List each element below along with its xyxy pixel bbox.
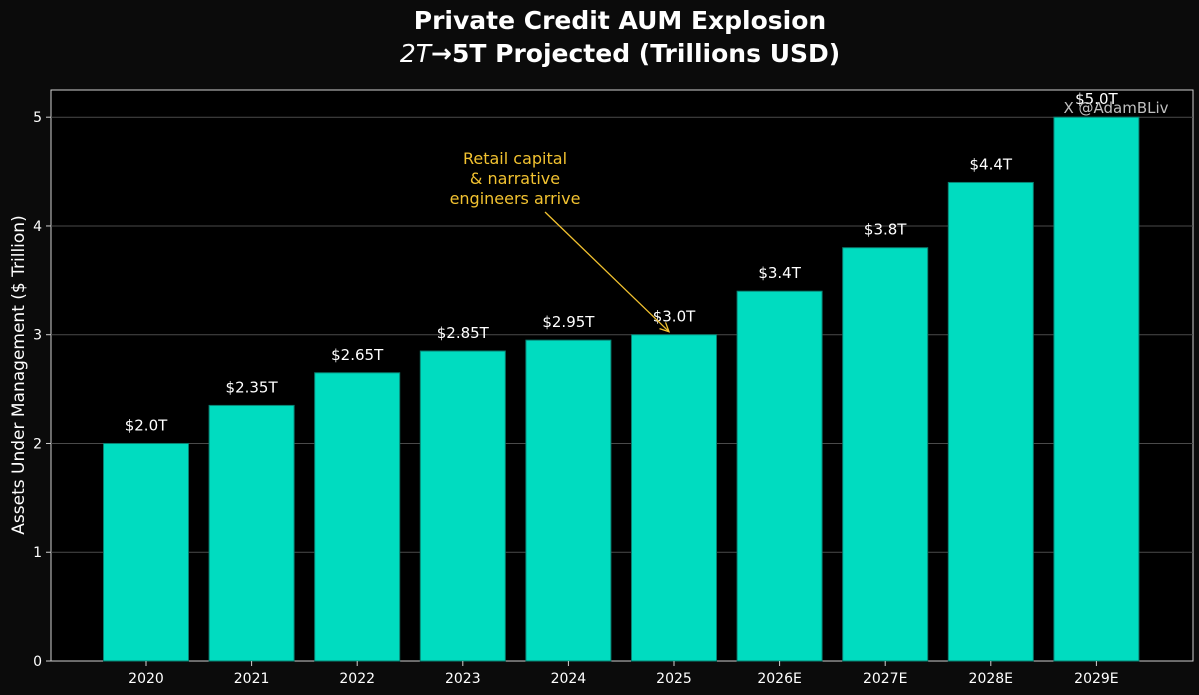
chart-title: Private Credit AUM Explosion xyxy=(414,6,826,35)
bar xyxy=(419,350,506,662)
data-label: $4.4T xyxy=(970,155,1013,173)
data-labels: $2.0T $2.35T $2.65T $2.85T $2.95T $3.0T $3.4T $… xyxy=(125,90,1119,434)
chart-subtitle-rest: →5T Projected (Trillions USD) xyxy=(431,39,840,68)
x-tick-label: 2027E xyxy=(863,671,907,687)
y-tick-label: 5 xyxy=(33,110,42,126)
bar xyxy=(842,247,929,662)
y-tick-label: 2 xyxy=(33,436,42,452)
data-label: $5.0T xyxy=(1075,90,1118,108)
x-tick-label: 2025 xyxy=(656,671,692,687)
data-label: $2.35T xyxy=(226,378,279,396)
x-axis-ticks: 2020 2021 2022 2023 2024 2025 2026E 2027E 2028E 2… xyxy=(128,661,1119,687)
bar xyxy=(314,372,401,662)
bars xyxy=(103,116,1140,662)
x-tick-label: 2020 xyxy=(128,671,164,687)
x-tick-label: 2026E xyxy=(757,671,801,687)
x-tick-label: 2021 xyxy=(234,671,270,687)
bar xyxy=(1053,116,1140,662)
annotation-line-3: engineers arrive xyxy=(450,189,581,208)
annotation: Retail capital & narrative engineers arr… xyxy=(450,149,671,333)
bar xyxy=(736,290,823,662)
annotation-line-1: Retail capital xyxy=(463,149,567,168)
y-axis-ticks: 0 1 2 3 4 5 xyxy=(33,110,51,670)
data-label: $2.95T xyxy=(542,313,595,331)
y-tick-label: 0 xyxy=(33,654,42,670)
x-tick-label: 2022 xyxy=(339,671,375,687)
x-tick-label: 2029E xyxy=(1074,671,1118,687)
annotation-arrow-head xyxy=(659,322,671,333)
x-tick-label: 2028E xyxy=(969,671,1013,687)
data-label: $2.85T xyxy=(437,324,490,342)
bar xyxy=(525,339,612,662)
bar xyxy=(208,404,295,662)
y-tick-label: 3 xyxy=(33,328,42,344)
y-tick-label: 1 xyxy=(33,545,42,561)
x-tick-label: 2024 xyxy=(551,671,587,687)
bar xyxy=(947,181,1034,662)
y-tick-label: 4 xyxy=(33,219,42,235)
y-axis-label: Assets Under Management ($ Trillion) xyxy=(9,215,29,534)
data-label: $2.0T xyxy=(125,416,168,434)
data-label: $2.65T xyxy=(331,346,384,364)
x-tick-label: 2023 xyxy=(445,671,481,687)
chart-subtitle-italic: 2T xyxy=(400,39,433,68)
annotation-line-2: & narrative xyxy=(470,169,560,188)
bar xyxy=(631,334,717,662)
data-label: $3.8T xyxy=(864,221,907,239)
watermark: X @AdamBLiv xyxy=(1063,99,1168,117)
data-label: $3.4T xyxy=(758,264,801,282)
annotation-arrow-line xyxy=(544,211,670,333)
chart-subtitle: 2T→5T Projected (Trillions USD) xyxy=(400,39,840,68)
data-label: $3.0T xyxy=(653,308,696,326)
bar xyxy=(103,442,189,662)
